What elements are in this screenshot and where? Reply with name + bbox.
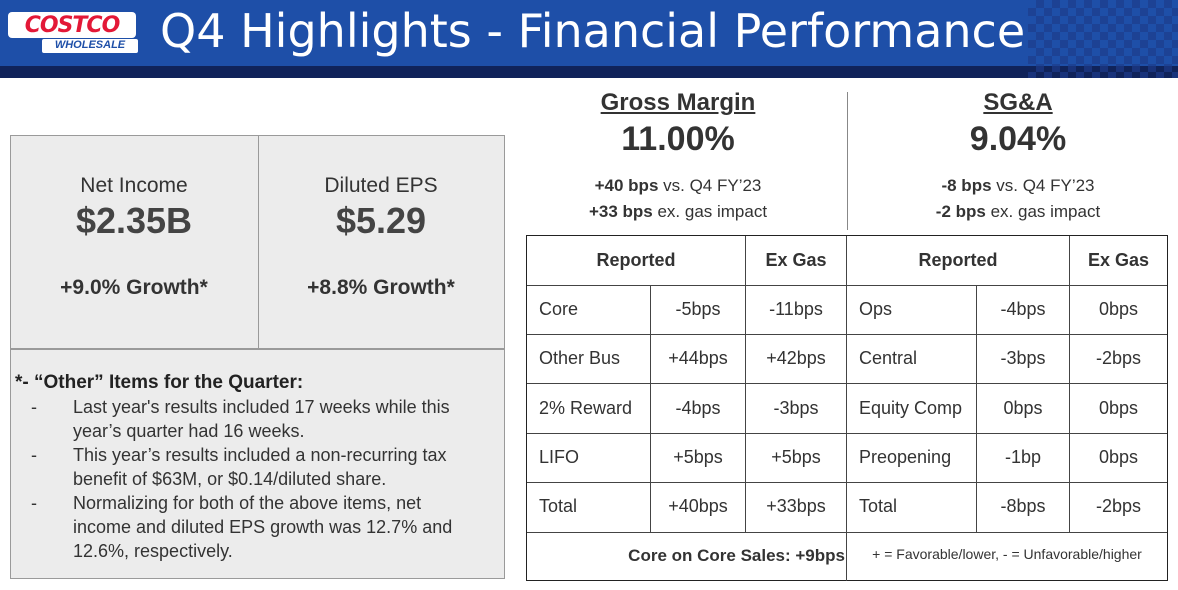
row-divider	[527, 383, 1167, 384]
col-divider	[745, 236, 746, 532]
table-cell: +44bps	[668, 348, 728, 368]
col-divider	[1069, 236, 1070, 532]
table-cell: -2bps	[1095, 496, 1142, 516]
gm-line2-bold: +33 bps	[588, 202, 653, 221]
bullet-dash: -	[31, 397, 37, 417]
table-cell: -3bps	[773, 398, 819, 418]
note-line: income and diluted EPS growth was 12.7% …	[73, 517, 453, 537]
gross-margin-line-2: +33 bps ex. gas impact	[518, 202, 838, 222]
table-cell: 2% Reward	[539, 398, 633, 418]
table-cell: Total	[539, 496, 578, 516]
sga-line-1: -8 bps vs. Q4 FY’23	[858, 176, 1178, 196]
sga-title: SG&A	[983, 89, 1053, 116]
table-cell: 0bps	[1098, 398, 1139, 418]
table-cell: Central	[859, 348, 918, 368]
metric-divider	[258, 136, 259, 348]
table-cell: +5bps	[771, 447, 821, 467]
bullet-dash: -	[31, 493, 37, 513]
table-cell: +42bps	[766, 348, 826, 368]
row-divider	[527, 532, 1167, 533]
note-item: Normalizing for both of the above items,…	[73, 491, 503, 563]
header-ex-gas: Ex Gas	[765, 250, 827, 270]
note-line: benefit of $63M, or $0.14/diluted share.	[73, 469, 387, 489]
table-cell: 0bps	[1003, 398, 1043, 418]
table-cell: -1bp	[1004, 447, 1042, 467]
sga-value: 9.04%	[969, 120, 1067, 158]
page-title: Q4 Highlights - Financial Performance	[160, 4, 1026, 58]
bps-table: Reported Ex Gas Reported Ex Gas Core -5b…	[526, 235, 1168, 581]
sga-line-2: -2 bps ex. gas impact	[858, 202, 1178, 222]
legend-note: + = Favorable/lower, - = Unfavorable/hig…	[872, 546, 1142, 562]
table-cell: -3bps	[1000, 348, 1046, 368]
section-divider	[847, 92, 848, 230]
row-divider	[527, 334, 1167, 335]
header-reported: Reported	[596, 250, 676, 270]
note-line: Normalizing for both of the above items,…	[73, 493, 422, 513]
note-line: This year’s results included a non-recur…	[73, 445, 447, 465]
header-bar	[0, 0, 1178, 66]
checker-pattern	[1028, 0, 1178, 78]
sga-line2-bold: -2 bps	[935, 202, 986, 221]
note-line: year’s quarter had 16 weeks.	[73, 421, 305, 441]
note-item: This year’s results included a non-recur…	[73, 443, 503, 491]
table-cell: -4bps	[1000, 299, 1046, 319]
table-cell: Equity Comp	[859, 398, 963, 418]
metric-label: Diluted EPS	[324, 174, 438, 197]
note-line: Last year's results included 17 weeks wh…	[73, 397, 450, 417]
logo-bottom-text: WHOLESALE	[54, 39, 126, 51]
gm-line1-bold: +40 bps	[594, 176, 659, 195]
table-cell: -5bps	[675, 299, 721, 319]
note-item: Last year's results included 17 weeks wh…	[73, 395, 503, 443]
metric-growth: +9.0% Growth*	[60, 276, 208, 299]
table-cell: -2bps	[1095, 348, 1142, 368]
bullet-dash: -	[31, 445, 37, 465]
metric-value: $5.29	[335, 200, 427, 241]
metric-growth: +8.8% Growth*	[307, 276, 455, 299]
col-divider	[976, 285, 977, 532]
costco-logo: COSTCO WHOLESALE	[8, 12, 138, 54]
metric-label: Net Income	[80, 174, 188, 197]
table-cell: Total	[859, 496, 898, 516]
sga-line2-rest: ex. gas impact	[985, 202, 1101, 221]
table-cell: Preopening	[859, 447, 952, 467]
row-divider	[527, 433, 1167, 434]
gross-margin-title: Gross Margin	[600, 89, 756, 116]
logo-top-text: COSTCO	[24, 13, 121, 38]
table-cell: -11bps	[769, 299, 823, 319]
header-ex-gas: Ex Gas	[1087, 250, 1150, 270]
table-cell: +33bps	[766, 496, 826, 516]
col-divider	[846, 236, 847, 581]
sga-line1-rest: vs. Q4 FY’23	[991, 176, 1095, 195]
notes-title: *- “Other” Items for the Quarter:	[15, 372, 304, 393]
gross-margin-value: 11.00%	[621, 120, 735, 158]
table-cell: Ops	[859, 299, 893, 319]
table-cell: 0bps	[1098, 299, 1139, 319]
table-cell: 0bps	[1098, 447, 1139, 467]
table-cell: +40bps	[668, 496, 728, 516]
gross-margin-line-1: +40 bps vs. Q4 FY’23	[518, 176, 838, 196]
row-divider	[527, 482, 1167, 483]
col-divider	[650, 285, 651, 532]
metric-value: $2.35B	[75, 200, 193, 241]
header-reported: Reported	[918, 250, 998, 270]
note-line: 12.6%, respectively.	[73, 541, 233, 561]
table-cell: +5bps	[673, 447, 723, 467]
table-cell: Core	[539, 299, 579, 319]
gm-line1-rest: vs. Q4 FY’23	[658, 176, 762, 195]
metrics-card: Net Income $2.35B +9.0% Growth* Diluted …	[10, 135, 505, 349]
core-on-core-note: Core on Core Sales: +9bps	[628, 546, 845, 565]
gm-line2-rest: ex. gas impact	[652, 202, 768, 221]
sga-line1-bold: -8 bps	[941, 176, 992, 195]
row-divider	[527, 285, 1167, 286]
notes-card: *- “Other” Items for the Quarter: - Last…	[10, 349, 505, 579]
table-cell: Other Bus	[539, 348, 621, 368]
table-cell: LIFO	[539, 447, 580, 467]
table-cell: -4bps	[675, 398, 721, 418]
table-cell: -8bps	[1000, 496, 1046, 516]
header-stripe	[0, 66, 1178, 78]
